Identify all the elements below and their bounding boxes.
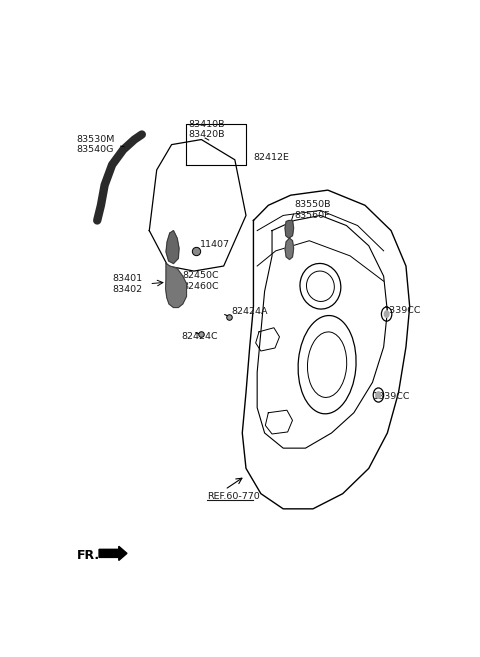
Text: FR.: FR.	[77, 549, 100, 562]
Text: 82412E: 82412E	[253, 153, 289, 162]
Text: 82424A: 82424A	[232, 307, 268, 316]
Text: 82424C: 82424C	[181, 332, 217, 342]
Text: 83550B
83560F: 83550B 83560F	[294, 200, 331, 220]
Text: 1339CC: 1339CC	[384, 306, 421, 315]
Text: 1339CC: 1339CC	[372, 392, 410, 401]
Polygon shape	[166, 231, 179, 263]
Polygon shape	[285, 221, 294, 238]
Text: 83530M
83540G: 83530M 83540G	[77, 135, 115, 154]
Text: 11407: 11407	[200, 240, 229, 249]
FancyArrow shape	[99, 546, 127, 560]
Circle shape	[376, 392, 381, 398]
Text: 82450C
82460C: 82450C 82460C	[183, 271, 219, 291]
Text: 83410B
83420B: 83410B 83420B	[188, 120, 225, 139]
Circle shape	[384, 311, 389, 317]
Polygon shape	[285, 238, 294, 260]
Text: 83401
83402: 83401 83402	[112, 274, 142, 294]
Text: REF.60-770: REF.60-770	[207, 491, 260, 501]
Polygon shape	[166, 263, 186, 307]
